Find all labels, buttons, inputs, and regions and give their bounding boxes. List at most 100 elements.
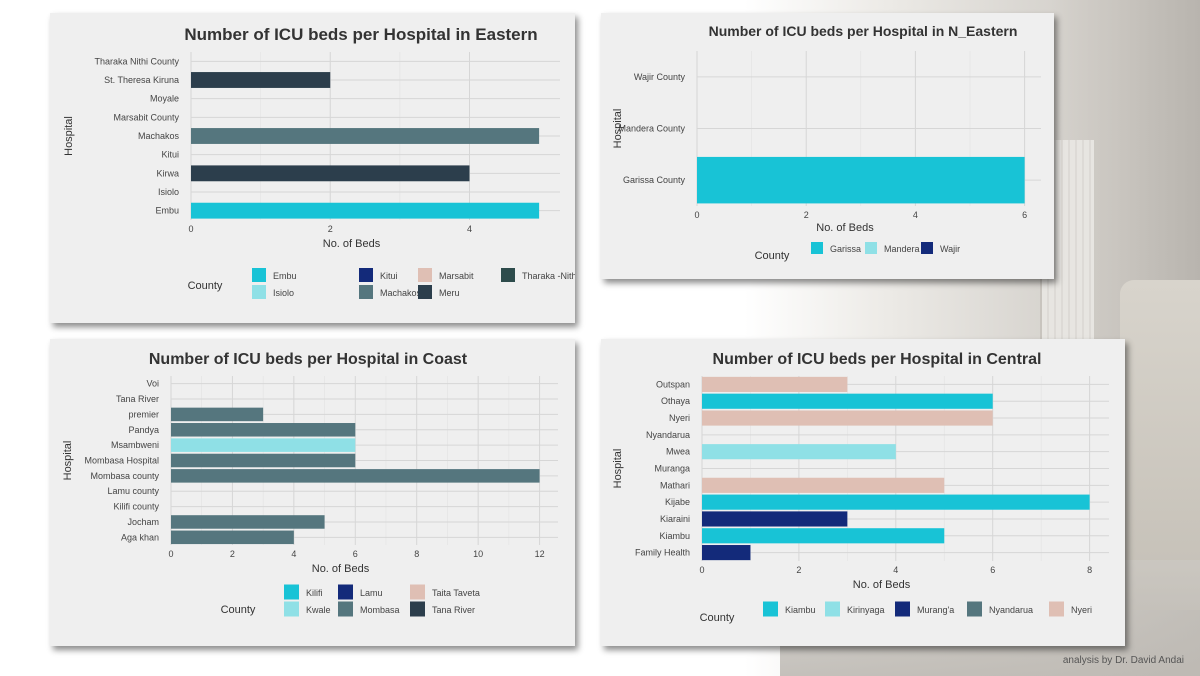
y-tick-label: Voi [146,379,159,389]
x-axis-label: No. of Beds [816,222,874,234]
legend-label: Machakos [380,288,422,298]
x-tick-label: 6 [353,549,358,559]
legend-swatch-kiambu [763,601,778,617]
legend-swatch-kirinyaga [825,601,840,617]
y-tick-label: Kiambu [659,531,690,541]
y-tick-label: Nyandarua [646,430,690,440]
legend-label: Lamu [360,588,383,598]
y-tick-label: Tharaka Nithi County [94,56,179,66]
legend-label: Tharaka -Nithi [522,271,575,281]
legend-label: Kilifi [306,588,323,598]
y-axis-label: Hospital [62,441,74,481]
bar-family-health [702,545,751,561]
y-tick-label: Mandera County [618,124,685,134]
legend-swatch-kilifi [284,584,299,600]
x-tick-label: 4 [291,549,296,559]
bar-premier [171,407,264,422]
y-tick-label: Garissa County [623,175,686,185]
chart-svg: Number of ICU beds per Hospital in Easte… [63,25,575,299]
chart-svg: Number of ICU beds per Hospital in Coast… [62,351,558,617]
x-tick-label: 0 [694,210,699,220]
legend-label: Mandera [884,244,920,254]
y-axis-label: Hospital [63,116,75,156]
bar-kijabe [702,494,1090,510]
y-tick-label: St. Theresa Kiruna [104,75,179,85]
legend-label: Taita Taveta [432,588,480,598]
legend-swatch-mandera [865,242,877,254]
legend-swatch-taita-taveta [410,584,425,600]
background-bed [1120,280,1200,610]
y-tick-label: Jocham [127,517,159,527]
x-axis-label: No. of Beds [853,579,911,591]
x-tick-label: 4 [893,565,898,575]
legend-swatch-lamu [338,584,353,600]
y-tick-label: Kiaraini [660,514,690,524]
legend-swatch-marsabit [418,268,432,282]
y-tick-label: Nyeri [669,413,690,423]
bar-mwea [702,444,896,460]
y-tick-label: Wajir County [634,72,686,82]
legend-label: Kitui [380,271,398,281]
y-tick-label: Mombasa Hospital [84,456,159,466]
legend-swatch-nyeri [1049,601,1064,617]
bar-mathari [702,477,945,493]
legend-title: County [188,280,223,292]
legend-swatch-murang-a [895,601,910,617]
bar-nyeri [702,410,993,426]
legend-swatch-embu [252,268,266,282]
chart-eastern: Number of ICU beds per Hospital in Easte… [50,13,575,323]
bars [191,72,540,219]
chart-title: Number of ICU beds per Hospital in Coast [149,351,468,368]
y-tick-label: premier [128,409,159,419]
legend-title: County [700,612,735,624]
y-tick-label: Machakos [138,131,180,141]
chart-n-eastern: Number of ICU beds per Hospital in N_Eas… [601,13,1054,279]
legend-label: Wajir [940,244,960,254]
y-tick-label: Mwea [666,447,690,457]
bars [697,156,1025,204]
legend-swatch-tana-river [410,601,425,617]
legend-label: Meru [439,288,460,298]
y-tick-label: Othaya [661,396,690,406]
bar-kirwa [191,165,470,182]
y-tick-label: Kilifi county [113,502,159,512]
y-tick-label: Lamu county [107,486,159,496]
bar-mombasa-county [171,469,540,483]
y-tick-label: Marsabit County [113,112,179,122]
legend-label: Kirinyaga [847,605,885,615]
y-axis-label: Hospital [612,449,624,489]
x-tick-label: 8 [1087,565,1092,575]
x-tick-label: 0 [699,565,704,575]
legend-swatch-mombasa [338,601,353,617]
y-tick-label: Msambweni [111,440,159,450]
legend-label: Nyandarua [989,605,1033,615]
chart-svg: Number of ICU beds per Hospital in Centr… [612,351,1109,624]
y-tick-label: Aga khan [121,532,159,542]
y-tick-label: Isiolo [158,187,179,197]
bar-aga-khan [171,530,294,545]
y-tick-label: Mathari [660,480,690,490]
y-tick-label: Moyale [150,94,179,104]
credit-text: analysis by Dr. David Andai [1062,655,1184,666]
bar-othaya [702,393,993,409]
bar-outspan [702,376,848,392]
legend-title: County [755,250,790,262]
x-tick-label: 8 [414,549,419,559]
y-tick-label: Muranga [654,464,690,474]
x-tick-label: 2 [804,210,809,220]
y-tick-label: Kijabe [665,497,690,507]
y-tick-label: Kirwa [156,168,179,178]
bar-jocham [171,515,325,529]
bar-machakos [191,128,540,144]
y-tick-label: Outspan [656,379,690,389]
chart-title: Number of ICU beds per Hospital in Easte… [184,25,537,44]
x-axis-label: No. of Beds [312,563,370,575]
legend-label: Garissa [830,244,861,254]
x-tick-label: 2 [328,224,333,234]
chart-title: Number of ICU beds per Hospital in N_Eas… [709,23,1018,39]
bar-st-theresa-kiruna [191,72,331,88]
bar-embu [191,202,540,219]
y-axis-label: Hospital [612,109,624,149]
chart-central: Number of ICU beds per Hospital in Centr… [601,339,1125,646]
legend-label: Kwale [306,605,331,615]
